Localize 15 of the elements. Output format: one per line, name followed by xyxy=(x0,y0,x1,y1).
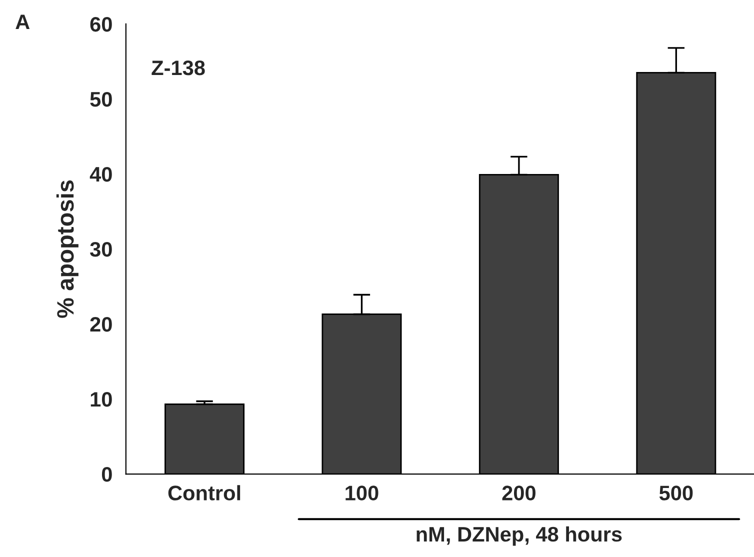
y-tick-label: 0 xyxy=(102,467,112,482)
y-tick-label: 30 xyxy=(90,242,112,257)
x-tick-label: 500 xyxy=(659,486,693,500)
y-tick-label: 20 xyxy=(90,316,112,332)
y-tick-label: 50 xyxy=(90,92,112,107)
y-tick-label: 60 xyxy=(90,16,112,32)
x-tick-label: Control xyxy=(168,485,240,500)
x-tick-label: 200 xyxy=(502,486,536,500)
y-axis-title: % apoptosis xyxy=(56,180,78,318)
text: A xyxy=(16,14,30,30)
y-tick-label: 40 xyxy=(90,166,112,182)
x-tick-label: 100 xyxy=(346,486,378,500)
y-tick-label: 10 xyxy=(90,392,112,407)
x-axis-title: nM, DZNep, 48 hours xyxy=(416,526,622,546)
annotation: Z-138 xyxy=(152,60,205,76)
